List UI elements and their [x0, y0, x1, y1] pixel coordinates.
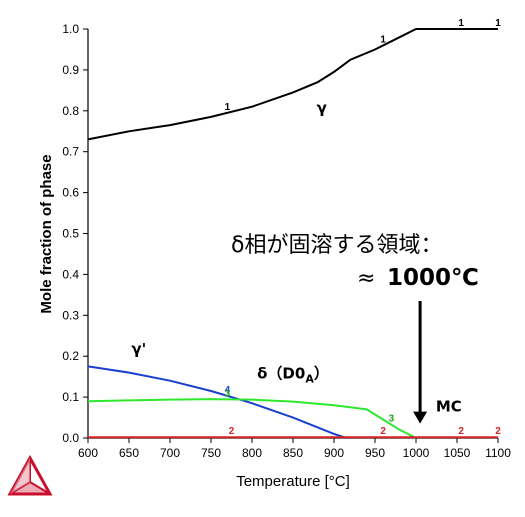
x-tick-label: 700	[160, 446, 180, 460]
y-tick-label: 0.2	[62, 349, 79, 363]
x-tick-label: 600	[78, 446, 98, 460]
y-tick-label: 0.0	[62, 431, 79, 445]
y-tick-label: 0.7	[62, 145, 79, 159]
y-tick-label: 0.9	[62, 63, 79, 77]
thermo-calc-logo	[7, 454, 53, 496]
curve-marker-label: 2	[495, 426, 501, 437]
series-line-2	[87, 398, 417, 439]
annotation: δ相が固溶する領域： ≈ 1000℃	[231, 233, 479, 424]
x-tick-label: 850	[283, 446, 303, 460]
curve-marker-label: 1	[225, 102, 231, 113]
phase-label: γ'	[131, 340, 146, 358]
phase-label: MC	[436, 397, 462, 415]
y-tick-label: 0.4	[62, 267, 79, 281]
tick-labels: 600 650 700 750 800 850 900 950 1000 1050 1100 0.0 0…	[62, 22, 511, 460]
phase-label: γ	[317, 99, 327, 117]
curve-marker-label: 1	[458, 18, 464, 29]
annotation-line1: δ相が固溶する領域：	[231, 233, 442, 258]
annotation-arrow	[413, 300, 428, 424]
curve-marker-label: 2	[458, 426, 464, 437]
y-tick-label: 0.6	[62, 186, 79, 200]
x-tick-label: 650	[119, 446, 139, 460]
series-lines	[87, 28, 498, 439]
phase-labels: γ γ' δ（D0A） MC	[131, 99, 461, 416]
x-tick-label: 1050	[444, 446, 471, 460]
x-tick-label: 950	[365, 446, 385, 460]
curve-marker-label: 3	[225, 388, 231, 399]
annotation-approx: ≈	[357, 266, 375, 291]
curve-marker-label: 2	[229, 426, 235, 437]
series-line-1	[87, 365, 347, 439]
arrow-head	[413, 411, 428, 424]
series-line-0	[87, 28, 498, 141]
y-tick-label: 0.8	[62, 104, 79, 118]
y-tick-label: 1.0	[62, 22, 79, 36]
curve-marker-label: 3	[389, 414, 395, 425]
x-tick-label: 800	[242, 446, 262, 460]
x-tick-label: 750	[201, 446, 221, 460]
curve-marker-label: 1	[380, 34, 386, 45]
phase-label: δ（D0A）	[257, 365, 329, 386]
curve-marker-label: 2	[380, 426, 386, 437]
curve-marker-label: 4	[225, 385, 231, 396]
x-tick-label: 1100	[485, 446, 511, 460]
y-axis-label: Mole fraction of phase	[38, 154, 55, 313]
y-tick-label: 0.5	[62, 227, 79, 241]
annotation-value: 1000℃	[387, 265, 479, 291]
x-tick-label: 900	[324, 446, 344, 460]
x-tick-label: 1000	[403, 446, 430, 460]
x-axis-label: Temperature [°C]	[236, 473, 350, 490]
y-tick-label: 0.3	[62, 308, 79, 322]
curve-marker-label: 1	[495, 18, 501, 29]
y-tick-label: 0.1	[62, 390, 79, 404]
